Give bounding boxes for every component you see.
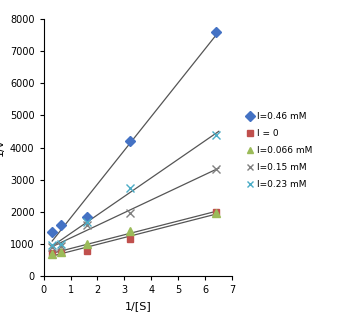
Legend: I=0.46 mM, I = 0, I=0.066 mM, I=0.15 mM, I=0.23 mM: I=0.46 mM, I = 0, I=0.066 mM, I=0.15 mM,… (244, 110, 314, 191)
X-axis label: 1/[S]: 1/[S] (125, 301, 151, 311)
Y-axis label: 1/v: 1/v (0, 139, 4, 156)
